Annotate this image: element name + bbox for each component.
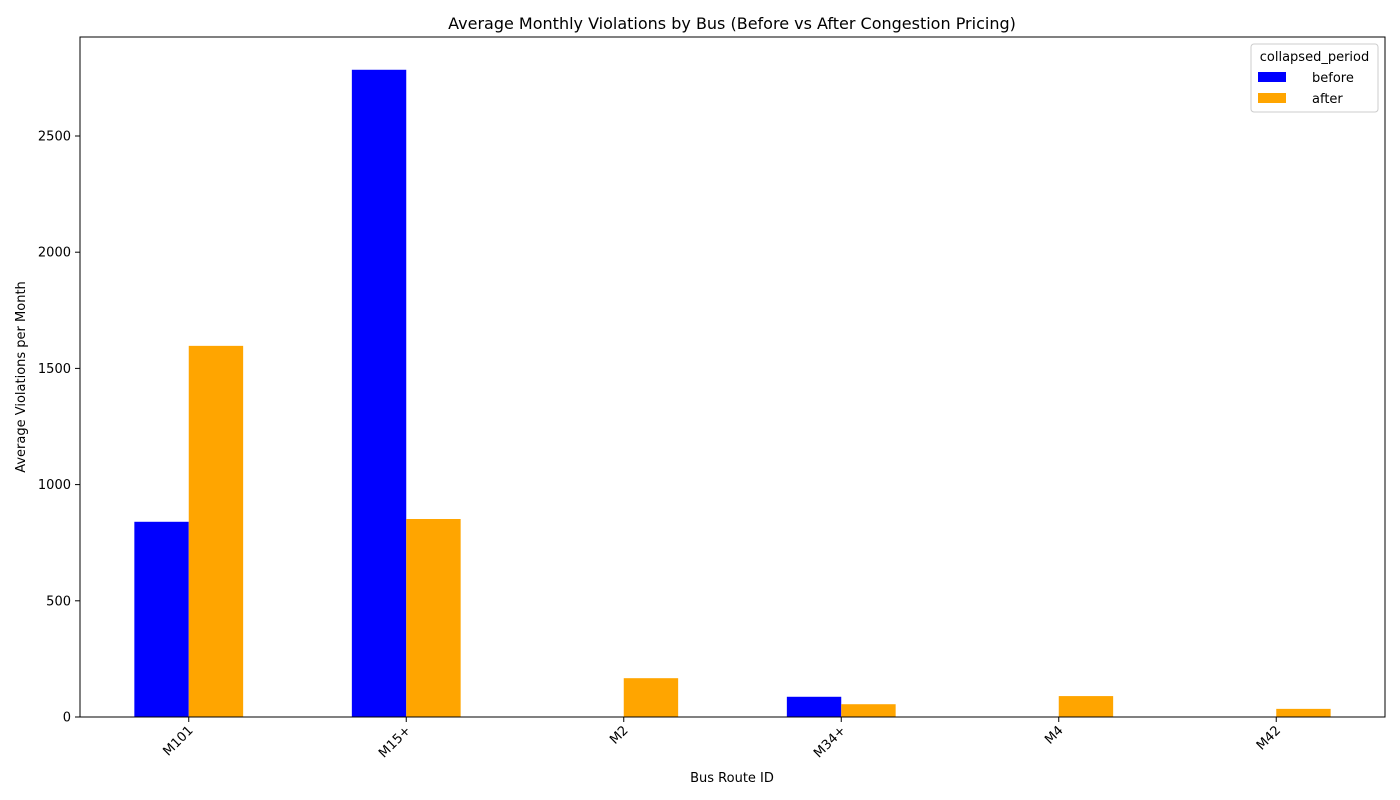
- x-tick-label: M42: [1254, 723, 1284, 753]
- x-tick-label: M101: [160, 723, 196, 759]
- x-tick-label: M15+: [376, 723, 414, 761]
- legend-title: collapsed_period: [1260, 50, 1369, 65]
- x-tick-label: M34+: [811, 723, 849, 761]
- plot-frame: [79, 36, 1386, 718]
- bar-after-M4: [1058, 696, 1114, 717]
- bar-after-M101: [188, 345, 244, 717]
- y-tick-label: 1500: [38, 362, 71, 377]
- legend-swatch-before: [1258, 72, 1286, 82]
- bar-after-M15+: [406, 518, 461, 717]
- bar-before-M15+: [351, 69, 407, 717]
- y-tick-label: 500: [46, 594, 71, 609]
- y-tick-label: 2500: [38, 130, 71, 145]
- bar-after-M42: [1276, 708, 1331, 717]
- chart-title: Average Monthly Violations by Bus (Befor…: [448, 14, 1016, 33]
- bar-before-M34+: [786, 696, 842, 717]
- legend-label-before: before: [1312, 71, 1354, 86]
- legend-label-after: after: [1312, 92, 1343, 107]
- x-tick-label: M2: [607, 723, 631, 747]
- y-tick-label: 1000: [38, 478, 71, 493]
- x-axis-label: Bus Route ID: [690, 771, 774, 786]
- y-tick-label: 0: [63, 711, 71, 726]
- bar-after-M34+: [841, 704, 896, 717]
- x-tick-label: M4: [1042, 723, 1066, 747]
- bars-group: [134, 69, 1331, 717]
- bar-after-M2: [623, 678, 679, 717]
- y-axis-label: Average Violations per Month: [14, 281, 29, 473]
- y-tick-label: 2000: [38, 246, 71, 261]
- legend-swatch-after: [1258, 93, 1286, 103]
- bar-before-M101: [134, 521, 189, 717]
